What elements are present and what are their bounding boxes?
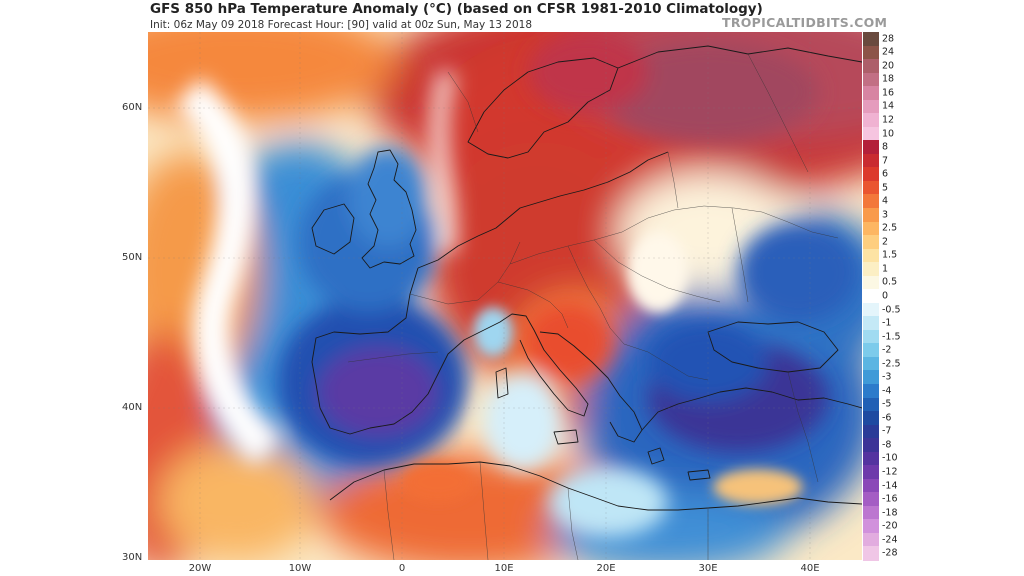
lon-label-0: 0	[398, 563, 406, 574]
colorbar-label: -0.5	[882, 304, 901, 316]
colorbar-label: -18	[882, 507, 898, 519]
lon-label-20w: 20W	[188, 563, 212, 574]
colorbar-swatch	[863, 546, 879, 561]
colorbar-label: -24	[882, 534, 898, 546]
colorbar-label: 1	[882, 263, 889, 275]
graticule	[148, 32, 862, 560]
colorbar-swatch	[863, 478, 879, 493]
colorbar-swatch	[863, 356, 879, 372]
colorbar	[863, 32, 879, 561]
colorbar-label: 3	[882, 209, 889, 221]
colorbar-swatch	[863, 248, 879, 263]
colorbar-label: 12	[882, 114, 895, 126]
colorbar-label: 0	[882, 290, 889, 302]
map-subtitle: Init: 06z May 09 2018 Forecast Hour: [90…	[150, 19, 533, 31]
lon-label-10w: 10W	[288, 563, 312, 574]
colorbar-label: 4	[882, 195, 889, 207]
anomaly-field-fine	[403, 232, 803, 505]
colorbar-swatch	[863, 451, 879, 466]
colorbar-swatch	[863, 465, 879, 480]
colorbar-swatch	[863, 140, 879, 155]
colorbar-swatch	[863, 316, 879, 331]
colorbar-label: 7	[882, 155, 889, 167]
colorbar-label: 1.5	[882, 249, 898, 261]
colorbar-label: -20	[882, 520, 898, 532]
colorbar-swatch	[863, 221, 879, 236]
anomaly-map	[148, 32, 862, 560]
map-title: GFS 850 hPa Temperature Anomaly (°C) (ba…	[150, 1, 763, 17]
colorbar-label: -1	[882, 317, 892, 329]
colorbar-label: 20	[882, 60, 895, 72]
lon-label-40e: 40E	[800, 563, 820, 574]
colorbar-swatch	[863, 45, 879, 60]
lat-label-30n: 30N	[122, 552, 143, 563]
colorbar-swatch	[863, 153, 879, 168]
colorbar-swatch	[863, 235, 879, 250]
colorbar-label: 2	[882, 236, 889, 248]
colorbar-label: -12	[882, 466, 898, 478]
colorbar-label: -4	[882, 385, 892, 397]
colorbar-swatch	[863, 411, 879, 426]
colorbar-swatch	[863, 343, 879, 358]
colorbar-label: 14	[882, 100, 895, 112]
colorbar-swatch	[863, 438, 879, 453]
colorbar-label: -3	[882, 371, 892, 383]
colorbar-label: -8	[882, 439, 892, 451]
colorbar-swatch	[863, 519, 879, 534]
colorbar-label: 16	[882, 87, 895, 99]
lon-label-30e: 30E	[698, 563, 718, 574]
lat-label-40n: 40N	[122, 402, 143, 413]
colorbar-swatch	[863, 86, 879, 101]
colorbar-swatch	[863, 99, 879, 114]
colorbar-label: -5	[882, 398, 892, 410]
lon-label-20e: 20E	[596, 563, 616, 574]
colorbar-swatch	[863, 302, 879, 317]
colorbar-swatch	[863, 289, 879, 304]
colorbar-label: 10	[882, 128, 895, 140]
source-watermark: TROPICALTIDBITS.COM	[722, 15, 888, 30]
lat-label-50n: 50N	[122, 252, 143, 263]
colorbar-label: 24	[882, 46, 895, 58]
colorbar-label: 6	[882, 168, 889, 180]
colorbar-label: 5	[882, 182, 889, 194]
lon-label-10e: 10E	[494, 563, 514, 574]
colorbar-label: -7	[882, 425, 892, 437]
colorbar-label: 0.5	[882, 276, 898, 288]
colorbar-label: 18	[882, 73, 895, 85]
colorbar-label: -1.5	[882, 331, 901, 343]
colorbar-swatch	[863, 113, 879, 128]
colorbar-swatch	[863, 167, 879, 182]
colorbar-label: 2.5	[882, 222, 898, 234]
colorbar-label: -14	[882, 480, 898, 492]
colorbar-swatch	[863, 384, 879, 399]
colorbar-label: -10	[882, 452, 898, 464]
colorbar-swatch	[863, 72, 879, 87]
colorbar-swatch	[863, 262, 879, 277]
colorbar-label: 28	[882, 33, 895, 45]
colorbar-swatch	[863, 126, 879, 141]
colorbar-swatch	[863, 194, 879, 209]
colorbar-label: -16	[882, 493, 898, 505]
colorbar-label: 8	[882, 141, 889, 153]
colorbar-swatch	[863, 180, 879, 196]
colorbar-swatch	[863, 532, 879, 548]
colorbar-swatch	[863, 59, 879, 74]
colorbar-label: -2	[882, 344, 892, 356]
colorbar-swatch	[863, 275, 879, 290]
colorbar-swatch	[863, 32, 879, 47]
country-borders	[347, 53, 839, 560]
colorbar-swatch	[863, 370, 879, 385]
colorbar-label: -28	[882, 547, 898, 559]
colorbar-swatch	[863, 505, 879, 520]
colorbar-label: -2.5	[882, 358, 901, 370]
colorbar-swatch	[863, 329, 879, 344]
colorbar-swatch	[863, 492, 879, 507]
colorbar-swatch	[863, 397, 879, 412]
colorbar-label: -6	[882, 412, 892, 424]
colorbar-swatch	[863, 208, 879, 223]
colorbar-swatch	[863, 424, 879, 439]
lat-label-60n: 60N	[122, 102, 143, 113]
